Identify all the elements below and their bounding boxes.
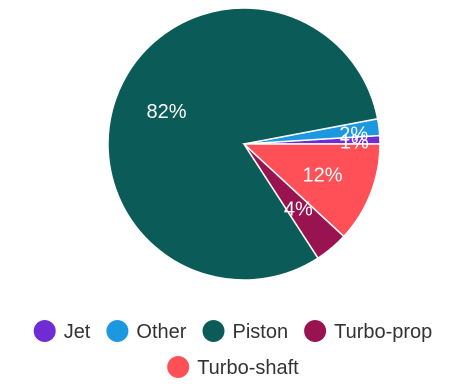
legend-item-piston[interactable]: Piston — [202, 320, 289, 343]
legend-label-piston: Piston — [233, 321, 289, 343]
legend-swatch-other — [106, 320, 129, 342]
data-label-turbo-shaft: 12% — [302, 165, 342, 187]
legend-item-jet[interactable]: Jet — [33, 320, 91, 343]
legend: Jet Other Piston Turbo-prop Turbo-shaft — [33, 320, 432, 379]
pie-slices — [107, 7, 381, 281]
data-label-jet: 1% — [340, 131, 369, 153]
legend-item-other[interactable]: Other — [106, 320, 187, 343]
pie-slice-turbo-shaft — [242, 143, 381, 238]
legend-swatch-turbo-shaft — [167, 356, 190, 378]
legend-label-other: Other — [136, 321, 186, 343]
legend-swatch-jet — [33, 320, 56, 342]
pie-data-labels: 1%2% 82% 4% 12% — [146, 101, 368, 221]
legend-swatch-piston — [202, 320, 225, 342]
pie-slice-piston — [107, 7, 379, 281]
legend-item-turbo-prop[interactable]: Turbo-prop — [304, 320, 432, 343]
legend-label-turbo-shaft: Turbo-shaft — [197, 357, 299, 379]
legend-item-turbo-shaft[interactable]: Turbo-shaft — [167, 356, 299, 379]
data-label-turbo-prop: 4% — [284, 199, 313, 221]
data-label-piston: 82% — [146, 101, 186, 123]
legend-label-turbo-prop: Turbo-prop — [334, 321, 432, 343]
legend-swatch-turbo-prop — [304, 320, 327, 342]
legend-label-jet: Jet — [64, 321, 91, 343]
data-label-other: 2% — [339, 124, 368, 146]
